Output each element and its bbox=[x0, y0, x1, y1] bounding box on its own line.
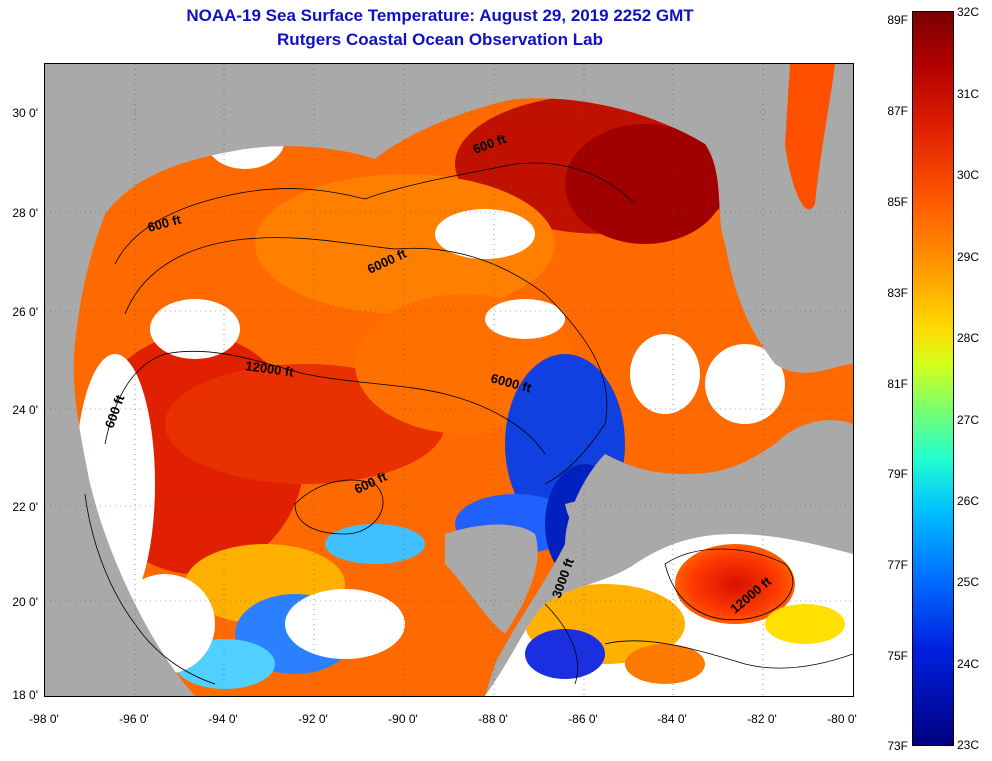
colorbar-c-24: 24C bbox=[957, 657, 980, 671]
lon-label-94: -94 0' bbox=[208, 712, 238, 726]
yucatan-land bbox=[445, 524, 538, 634]
colorbar-c-23: 23C bbox=[957, 738, 980, 752]
temperature-colorbar bbox=[912, 11, 954, 746]
sst-map: 600 ft 600 ft 6000 ft 12000 ft 600 ft 60… bbox=[44, 63, 854, 697]
colorbar-c-26: 26C bbox=[957, 494, 980, 508]
colorbar-f-73: 73F bbox=[887, 739, 908, 753]
colorbar-c-25: 25C bbox=[957, 575, 980, 589]
lat-label-30: 30 0' bbox=[12, 106, 38, 120]
graticule bbox=[45, 64, 853, 696]
sst-map-canvas: 600 ft 600 ft 6000 ft 12000 ft 600 ft 60… bbox=[45, 64, 853, 696]
lon-label-96: -96 0' bbox=[119, 712, 149, 726]
colorbar-f-81: 81F bbox=[887, 377, 908, 391]
lon-label-80: -80 0' bbox=[827, 712, 857, 726]
colorbar-c-27: 27C bbox=[957, 413, 980, 427]
lat-label-20: 20 0' bbox=[12, 595, 38, 609]
lat-label-22: 22 0' bbox=[12, 500, 38, 514]
map-subtitle: Rutgers Coastal Ocean Observation Lab bbox=[277, 30, 603, 49]
colorbar-c-28: 28C bbox=[957, 331, 980, 345]
lon-label-90: -90 0' bbox=[388, 712, 418, 726]
colorbar-f-89: 89F bbox=[887, 13, 908, 27]
lon-label-88: -88 0' bbox=[478, 712, 508, 726]
lon-label-84: -84 0' bbox=[657, 712, 687, 726]
map-title: NOAA-19 Sea Surface Temperature: August … bbox=[186, 6, 694, 25]
lat-label-26: 26 0' bbox=[12, 305, 38, 319]
colorbar-c-30: 30C bbox=[957, 168, 980, 182]
colorbar-f-83: 83F bbox=[887, 286, 908, 300]
colorbar-f-79: 79F bbox=[887, 467, 908, 481]
bathymetry-contours bbox=[84, 162, 853, 685]
colorbar-c-31: 31C bbox=[957, 87, 980, 101]
colorbar-c-32: 32C bbox=[957, 5, 980, 19]
contour-label-12000ft: 12000 ft bbox=[245, 358, 296, 380]
lon-label-82: -82 0' bbox=[747, 712, 777, 726]
colorbar-f-85: 85F bbox=[887, 195, 908, 209]
colorbar-f-87: 87F bbox=[887, 104, 908, 118]
colorbar-f-77: 77F bbox=[887, 558, 908, 572]
colorbar-f-75: 75F bbox=[887, 649, 908, 663]
colorbar-c-29: 29C bbox=[957, 250, 980, 264]
lon-label-86: -86 0' bbox=[568, 712, 598, 726]
lat-label-18: 18 0' bbox=[12, 688, 38, 702]
florida-coast-sst bbox=[785, 64, 835, 210]
lat-label-24: 24 0' bbox=[12, 403, 38, 417]
lon-label-92: -92 0' bbox=[298, 712, 328, 726]
lon-label-98: -98 0' bbox=[29, 712, 59, 726]
lat-label-28: 28 0' bbox=[12, 206, 38, 220]
